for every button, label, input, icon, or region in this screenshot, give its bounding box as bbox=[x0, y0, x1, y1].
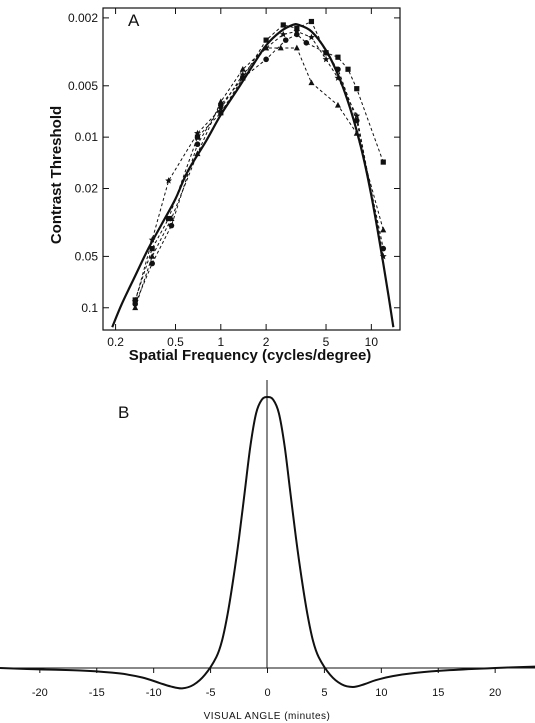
panel-a-data-point-star bbox=[262, 44, 270, 51]
panel-a-data-point-triangle bbox=[380, 226, 387, 233]
panel-b-x-tick-label: -5 bbox=[206, 687, 216, 699]
panel-a-data-point-triangle bbox=[149, 253, 156, 259]
panel-a-data-point-triangle bbox=[194, 150, 201, 157]
panel-b-x-tick-label: 15 bbox=[432, 687, 444, 699]
panel-a-label: A bbox=[128, 11, 140, 30]
panel-b-x-axis-title: VISUAL ANGLE (minutes) bbox=[204, 711, 331, 722]
panel-a-data-point-circle bbox=[353, 117, 360, 124]
panel-a-data-point-square bbox=[263, 37, 269, 43]
panel-a-x-tick-label: 10 bbox=[365, 335, 379, 349]
panel-a-data-point-square bbox=[308, 18, 315, 25]
panel-a-data-point-triangle bbox=[132, 304, 139, 311]
panel-b-x-tick-label: 20 bbox=[489, 687, 501, 699]
panel-a-data-point-star bbox=[353, 112, 361, 119]
panel-a-data-point-star bbox=[379, 252, 387, 260]
panel-b-x-tick-label: -10 bbox=[146, 687, 162, 699]
panel-a-data-point-triangle bbox=[308, 79, 315, 86]
panel-a-data-point-star bbox=[279, 30, 287, 38]
panel-a-data-point-square bbox=[194, 134, 201, 140]
panel-a-plot-frame bbox=[102, 7, 401, 331]
panel-a-data-point-square bbox=[345, 66, 351, 72]
panel-b-x-tick-label: 5 bbox=[321, 687, 327, 699]
panel-a-y-tick-label: 0.05 bbox=[75, 249, 99, 263]
panel-a-series bbox=[111, 18, 395, 328]
panel-b-series bbox=[0, 395, 535, 690]
panel-a-data-point-square bbox=[218, 110, 224, 116]
panel-a-data-point-triangle bbox=[239, 65, 246, 72]
panel-a-data-point-star bbox=[217, 104, 225, 112]
panel-a-data-point-circle bbox=[335, 66, 341, 73]
panel-a-dashed-series-square bbox=[134, 20, 384, 301]
panel-a-dashed-series-circle bbox=[134, 33, 384, 305]
panel-a-y-tick-label: 0.005 bbox=[68, 79, 98, 93]
panel-a-ticks: 0.2 0.5 1 2 5 10 0.002 0.005 0.01 0.02 0.05 0.1 bbox=[68, 8, 400, 349]
panel-b-label: B bbox=[118, 403, 129, 422]
panel-a-data-point-square bbox=[335, 54, 341, 60]
panel-b-x-tick-label: -20 bbox=[32, 687, 48, 699]
panel-a-data-point-circle bbox=[149, 260, 155, 267]
panel-a-data-point-triangle bbox=[217, 98, 224, 105]
panel-a-data-point-square bbox=[380, 159, 386, 165]
panel-a-x-tick-label: 2 bbox=[263, 335, 270, 349]
panel-a-dashed-series-star bbox=[134, 30, 384, 302]
panel-a-data-point-star bbox=[334, 74, 342, 81]
panel-a-data-point-triangle bbox=[168, 215, 175, 221]
panel-b: B VISUAL ANGLE (minutes) -20 -15 -10 -5 0 5 10… bbox=[0, 380, 535, 722]
panel-a-y-axis-title: Contrast Threshold bbox=[48, 106, 65, 244]
panel-a-data-point-circle bbox=[303, 40, 310, 46]
panel-a-data-point-star bbox=[148, 236, 156, 243]
panel-a-y-tick-label: 0.01 bbox=[75, 130, 99, 144]
panel-a-y-tick-label: 0.002 bbox=[68, 11, 98, 25]
panel-b-profile-curve bbox=[0, 395, 535, 690]
panel-a-data-point-circle bbox=[263, 56, 269, 63]
panel-a-data-point-star bbox=[131, 297, 139, 305]
panel-a-y-tick-label: 0.02 bbox=[75, 182, 99, 196]
panel-a-x-axis-title: Spatial Frequency (cycles/degree) bbox=[129, 347, 372, 364]
panel-b-x-tick-label: -15 bbox=[89, 687, 105, 699]
panel-a: A Contrast Threshold Spatial Frequency (… bbox=[48, 7, 401, 364]
panel-a-x-tick-label: 0.2 bbox=[107, 335, 124, 349]
panel-a-data-point-star bbox=[194, 129, 201, 137]
panel-a-data-point-star bbox=[308, 33, 315, 41]
panel-a-data-point-circle bbox=[194, 141, 201, 148]
panel-a-fit-curve bbox=[111, 23, 395, 328]
panel-a-data-point-star bbox=[239, 71, 247, 78]
panel-a-x-tick-label: 5 bbox=[323, 335, 330, 349]
panel-a-data-point-triangle bbox=[293, 44, 300, 51]
panel-a-x-tick-label: 0.5 bbox=[167, 335, 184, 349]
panel-a-data-point-star bbox=[293, 27, 301, 35]
panel-a-data-point-circle bbox=[282, 37, 289, 43]
panel-a-data-point-triangle bbox=[277, 44, 284, 51]
panel-a-data-point-square bbox=[354, 86, 360, 92]
panel-a-data-point-square bbox=[280, 22, 286, 28]
panel-a-data-point-star bbox=[322, 55, 330, 63]
panel-a-data-point-square bbox=[149, 245, 155, 252]
panel-a-data-point-square bbox=[165, 215, 172, 222]
panel-a-data-point-circle bbox=[323, 49, 329, 56]
panel-b-x-tick-label: 0 bbox=[264, 687, 270, 699]
panel-a-data-point-star bbox=[165, 177, 173, 184]
panel-a-dashed-series-triangle bbox=[134, 47, 384, 308]
panel-a-data-point-triangle bbox=[334, 101, 341, 108]
panel-a-data-point-circle bbox=[168, 222, 175, 229]
panel-a-y-tick-label: 0.1 bbox=[81, 301, 98, 315]
panel-b-x-tick-label: 10 bbox=[375, 687, 387, 699]
panel-a-x-tick-label: 1 bbox=[217, 335, 224, 349]
panel-a-data-point-triangle bbox=[353, 130, 360, 136]
